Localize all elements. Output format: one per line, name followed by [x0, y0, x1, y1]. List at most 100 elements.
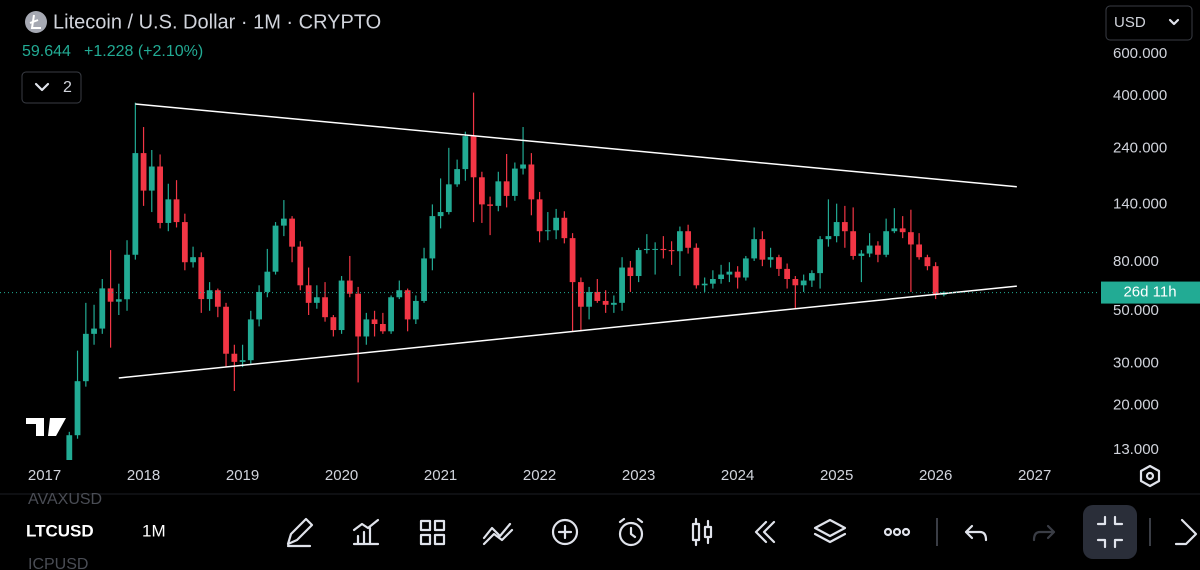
candle-body — [487, 204, 493, 206]
y-tick-label: 20.000 — [1113, 396, 1159, 413]
candle-body — [635, 250, 642, 277]
x-tick-label: 2027 — [1018, 467, 1051, 484]
templates-icon[interactable] — [419, 519, 446, 546]
plot-area — [0, 92, 1100, 460]
candle-body — [883, 231, 890, 255]
x-tick-label: 2025 — [820, 467, 853, 484]
add-icon[interactable] — [551, 518, 579, 546]
chart-type-icon[interactable] — [691, 517, 713, 547]
candle-body — [124, 254, 130, 300]
candle-body — [776, 257, 782, 269]
alert-icon[interactable] — [618, 521, 644, 547]
watchlist-prev[interactable]: AVAXUSD — [28, 491, 102, 508]
candle-body — [338, 280, 345, 331]
candle-body — [544, 230, 551, 232]
x-tick-label: 2018 — [127, 467, 160, 484]
candle-body — [668, 250, 675, 252]
candle-body — [74, 381, 81, 436]
compare-icon[interactable] — [482, 522, 514, 546]
candle-body — [404, 290, 411, 320]
indicators-toggle[interactable] — [21, 71, 82, 104]
candle-body — [726, 271, 733, 275]
candle-body — [784, 268, 791, 280]
x-tick-label: 2021 — [424, 467, 457, 484]
candle-body — [132, 153, 139, 255]
candle-body — [850, 231, 857, 256]
watchlist-next[interactable]: ICPUSD — [28, 556, 88, 570]
symbol-button[interactable]: LTCUSD — [26, 521, 94, 540]
candle-body — [511, 168, 518, 196]
candle-body — [602, 300, 609, 305]
x-tick-label: 2024 — [721, 467, 754, 484]
candle-body — [891, 228, 898, 232]
candle-body — [478, 177, 485, 205]
candle-body — [908, 232, 914, 245]
x-tick-label: 2023 — [622, 467, 655, 484]
candle-body — [371, 319, 378, 325]
candle-body — [412, 300, 419, 320]
redo-icon[interactable] — [1032, 524, 1056, 542]
candle-body — [701, 283, 708, 286]
candle-body — [82, 333, 89, 382]
candle-body — [833, 222, 840, 237]
more-icon-dot — [892, 527, 902, 537]
candle-body — [553, 217, 560, 231]
settings-icon-center — [1145, 471, 1155, 481]
candle-body — [346, 280, 353, 294]
candle-body — [429, 216, 436, 259]
x-tick-label: 2020 — [325, 467, 358, 484]
currency-label: USD — [1114, 14, 1146, 31]
candle-body — [280, 218, 287, 226]
candle-body — [231, 353, 238, 362]
candle-body — [660, 248, 667, 251]
candle-body — [578, 282, 584, 307]
candle-body — [866, 245, 873, 254]
interval-button[interactable]: 1M — [142, 521, 166, 540]
symbol-title[interactable]: Litecoin / U.S. Dollar · 1M · CRYPTO — [53, 11, 381, 33]
indicators-icon[interactable] — [352, 518, 380, 546]
eraser-icon[interactable] — [1174, 518, 1198, 546]
candle-body — [140, 153, 147, 191]
fullscreen-button[interactable] — [1083, 505, 1137, 559]
trend-line — [135, 103, 1017, 188]
candle-body — [759, 239, 766, 260]
candle-body — [214, 290, 221, 307]
more-icon-dot — [901, 527, 911, 537]
candle-body — [685, 231, 692, 248]
x-tick-label: 2022 — [523, 467, 556, 484]
y-tick-label: 13.000 — [1113, 441, 1159, 458]
coin-logo-glyph — [29, 14, 41, 29]
candle-body — [313, 297, 320, 303]
settings-icon[interactable] — [1139, 464, 1161, 488]
x-tick-label: 2019 — [226, 467, 259, 484]
candle-body — [932, 266, 939, 295]
layers-icon[interactable] — [813, 518, 847, 544]
candle-body — [693, 247, 700, 286]
candle-body — [363, 319, 370, 337]
replay-icon[interactable] — [754, 520, 776, 544]
candle-body — [462, 136, 469, 170]
candle-body — [454, 169, 461, 185]
draw-icon[interactable] — [286, 517, 314, 548]
candle-body — [115, 299, 122, 302]
candle-body — [586, 291, 592, 307]
last-price: 59.644 — [22, 43, 71, 60]
undo-icon[interactable] — [964, 524, 988, 542]
candle-body — [536, 199, 543, 232]
candle-body — [396, 290, 403, 298]
candle-body — [817, 239, 823, 274]
y-tick-label: 50.000 — [1113, 302, 1159, 319]
candle-body — [825, 236, 832, 240]
indicators-count: 2 — [63, 79, 72, 96]
candle-body — [767, 257, 774, 260]
candle-body — [223, 306, 229, 354]
candle-body — [379, 324, 386, 332]
candle-body — [264, 271, 271, 292]
candle-body — [66, 435, 73, 460]
candle-body — [206, 290, 213, 300]
currency-select[interactable] — [1105, 5, 1193, 41]
candle-body — [677, 231, 683, 252]
tv-logo — [26, 418, 66, 436]
more-icon[interactable] — [883, 527, 893, 537]
